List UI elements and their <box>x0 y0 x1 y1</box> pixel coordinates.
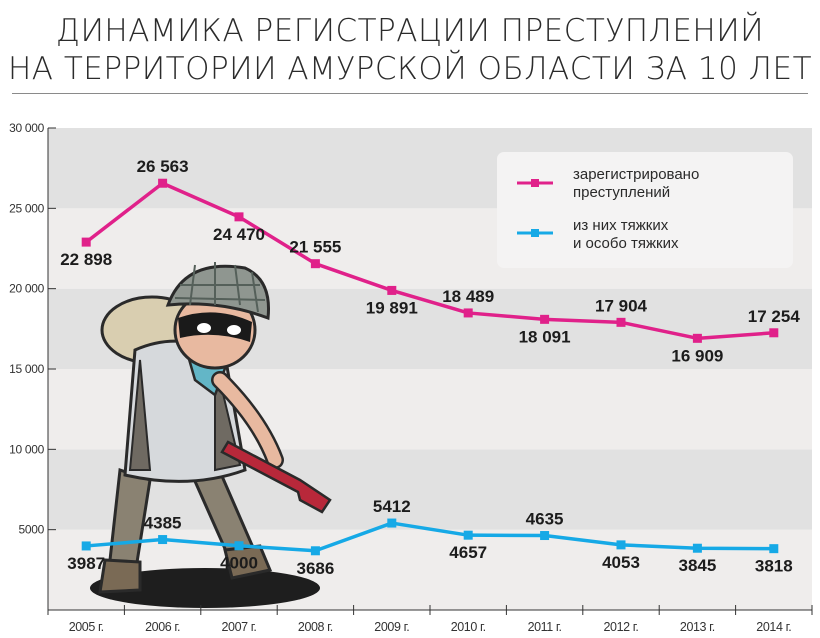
legend-label-severe-line-2: и особо тяжких <box>573 235 679 252</box>
data-point <box>769 328 779 338</box>
data-point <box>310 546 320 556</box>
y-tick-label: 15 000 <box>9 362 45 376</box>
data-point <box>387 285 397 295</box>
x-axis: 2005 г. 2006 г. 2007 г. 2008 г. 2009 г. 2010 … <box>47 605 813 634</box>
data-label: 21 555 <box>289 238 341 257</box>
data-point <box>540 531 550 541</box>
data-point <box>387 518 397 528</box>
data-label: 16 909 <box>671 346 723 365</box>
chart-title: ДИНАМИКА РЕГИСТРАЦИИ ПРЕСТУПЛЕНИЙ НА ТЕР… <box>0 12 820 88</box>
y-tick-label: 20 000 <box>9 282 45 296</box>
data-label: 3987 <box>67 554 105 573</box>
legend-marker-severe <box>531 229 539 237</box>
data-series <box>81 178 779 556</box>
data-label: 17 254 <box>748 307 801 326</box>
x-tick-label: 2008 г. <box>298 620 333 634</box>
data-label: 4385 <box>144 514 182 533</box>
data-point <box>616 317 626 327</box>
y-tick-label: 10 000 <box>9 442 45 456</box>
data-point <box>158 535 168 545</box>
data-label: 4053 <box>602 553 640 572</box>
x-tick-label: 2006 г. <box>145 620 180 634</box>
data-label: 5412 <box>373 497 411 516</box>
data-label: 4000 <box>220 554 258 573</box>
data-point <box>234 541 244 551</box>
data-label: 3818 <box>755 557 793 576</box>
y-axis: 5000 10 000 15 000 20 000 25 000 30 000 <box>9 121 56 610</box>
data-point <box>692 543 702 553</box>
title-divider <box>12 93 808 94</box>
x-tick-label: 2012 г. <box>604 620 639 634</box>
data-label: 4657 <box>449 543 487 562</box>
data-label: 26 563 <box>137 157 189 176</box>
x-tick-label: 2005 г. <box>69 620 104 634</box>
data-point <box>158 178 168 188</box>
data-point <box>81 237 91 247</box>
legend-label-registered-line-2: преступлений <box>573 184 670 201</box>
data-label: 19 891 <box>366 298 418 317</box>
data-label: 18 489 <box>442 287 494 306</box>
data-point <box>310 259 320 269</box>
y-tick-label: 5000 <box>19 523 45 537</box>
data-point <box>540 314 550 324</box>
legend-label-severe-line-1: из них тяжких <box>573 217 669 234</box>
data-label: 17 904 <box>595 296 648 315</box>
data-point <box>769 544 779 554</box>
data-point <box>616 540 626 550</box>
chart-title-line-2: НА ТЕРРИТОРИИ АМУРСКОЙ ОБЛАСТИ ЗА 10 ЛЕТ <box>7 51 813 87</box>
data-label: 3845 <box>678 556 716 575</box>
data-label: 22 898 <box>60 250 112 269</box>
data-point <box>81 541 91 551</box>
x-tick-label: 2013 г. <box>680 620 715 634</box>
data-label: 18 091 <box>519 327 571 346</box>
data-point <box>692 333 702 343</box>
x-tick-label: 2011 г. <box>528 620 562 634</box>
y-tick-label: 25 000 <box>9 201 45 215</box>
x-tick-label: 2007 г. <box>222 620 257 634</box>
series-line-registered <box>85 181 774 341</box>
data-point <box>463 308 473 318</box>
series-line-severe <box>86 521 774 553</box>
data-label: 3686 <box>296 559 334 578</box>
legend: зарегистрировано преступлений из них тяж… <box>497 152 793 268</box>
data-point <box>463 530 473 540</box>
data-label: 4635 <box>526 510 564 529</box>
x-tick-label: 2010 г. <box>451 620 486 634</box>
data-label: 24 470 <box>213 225 265 244</box>
data-point <box>234 212 244 222</box>
chart-title-line-1: ДИНАМИКА РЕГИСТРАЦИИ ПРЕСТУПЛЕНИЙ <box>55 13 765 49</box>
legend-box <box>497 152 793 268</box>
y-tick-label: 30 000 <box>9 121 45 135</box>
burglar-illustration <box>90 262 332 608</box>
legend-marker-registered <box>531 179 539 187</box>
x-tick-label: 2009 г. <box>374 620 409 634</box>
data-labels: 22 898 26 563 24 470 21 555 19 891 18 489 18 0… <box>60 157 800 578</box>
x-tick-label: 2014 г. <box>756 620 791 634</box>
legend-label-registered-line-1: зарегистрировано <box>573 166 699 183</box>
